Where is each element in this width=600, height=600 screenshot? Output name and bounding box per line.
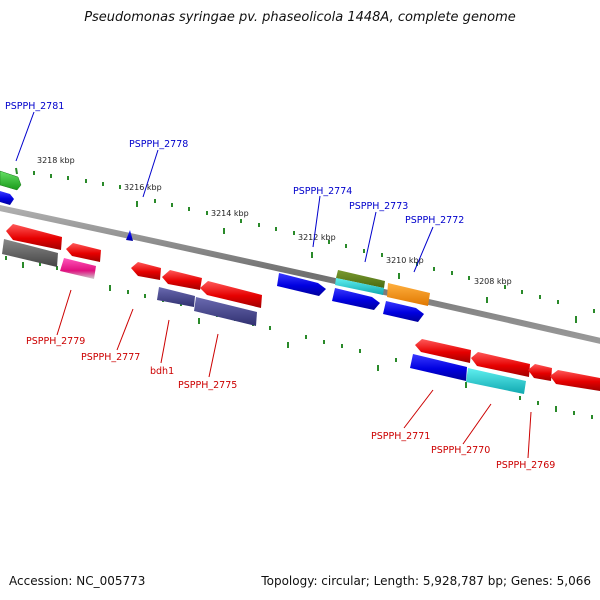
gene-feature[interactable] bbox=[383, 301, 424, 322]
gene-feature[interactable] bbox=[466, 368, 526, 394]
gene-feature[interactable] bbox=[332, 288, 380, 310]
kbp-label: 3208 kbp bbox=[474, 277, 512, 286]
kbp-label: 3210 kbp bbox=[386, 256, 424, 265]
gene-label[interactable]: PSPPH_2778 bbox=[129, 139, 188, 150]
forward-strand-genes bbox=[0, 170, 430, 322]
gene-label[interactable]: PSPPH_2779 bbox=[26, 336, 85, 347]
gene-label[interactable]: PSPPH_2777 bbox=[81, 352, 140, 363]
gene-label[interactable]: PSPPH_2770 bbox=[431, 445, 490, 456]
gene-label[interactable]: PSPPH_2775 bbox=[178, 380, 237, 391]
map-title: Pseudomonas syringae pv. phaseolicola 14… bbox=[84, 10, 516, 25]
genome-backbone bbox=[0, 204, 600, 344]
gene-feature[interactable] bbox=[2, 239, 58, 267]
accession-text: Accession: NC_005773 bbox=[9, 574, 146, 588]
gene-feature[interactable] bbox=[471, 352, 530, 377]
gene-feature[interactable] bbox=[528, 364, 552, 381]
kbp-label: 3216 kbp bbox=[124, 183, 162, 192]
gene-feature[interactable] bbox=[60, 258, 96, 279]
gene-label[interactable]: PSPPH_2769 bbox=[496, 460, 555, 471]
gene-feature[interactable] bbox=[336, 270, 385, 288]
gene-label[interactable]: PSPPH_2772 bbox=[405, 215, 464, 226]
genes-count-text: Genes: 5,066 bbox=[510, 574, 591, 588]
gene-feature[interactable] bbox=[66, 243, 101, 262]
top-callout-lines bbox=[15, 111, 434, 273]
upper-tick-ring bbox=[15, 167, 595, 323]
gene-feature[interactable] bbox=[6, 224, 62, 250]
topology-text: Topology: circular; bbox=[261, 574, 370, 588]
gene-feature[interactable] bbox=[200, 281, 262, 308]
gene-feature[interactable] bbox=[126, 230, 133, 241]
gene-label[interactable]: PSPPH_2774 bbox=[293, 186, 352, 197]
gene-feature[interactable] bbox=[335, 278, 384, 295]
kbp-label: 3218 kbp bbox=[37, 156, 75, 165]
gene-feature[interactable] bbox=[410, 354, 467, 381]
gene-feature[interactable] bbox=[387, 283, 430, 306]
gene-feature[interactable] bbox=[0, 170, 22, 191]
kbp-label: 3214 kbp bbox=[211, 209, 249, 218]
gene-feature[interactable] bbox=[415, 339, 471, 363]
gene-feature[interactable] bbox=[194, 297, 257, 326]
gene-feature[interactable] bbox=[157, 287, 195, 307]
gene-feature[interactable] bbox=[550, 370, 600, 391]
kbp-label: 3212 kbp bbox=[298, 233, 336, 242]
length-text: Length: 5,928,787 bp; bbox=[373, 574, 508, 588]
gene-feature[interactable] bbox=[131, 262, 161, 280]
gene-feature[interactable] bbox=[0, 191, 14, 205]
gene-label[interactable]: bdh1 bbox=[150, 366, 174, 377]
genome-summary: Topology: circular; Length: 5,928,787 bp… bbox=[261, 574, 591, 588]
gene-feature[interactable] bbox=[162, 270, 202, 290]
gene-label[interactable]: PSPPH_2771 bbox=[371, 431, 430, 442]
gene-label[interactable]: PSPPH_2781 bbox=[5, 101, 64, 112]
bottom-callout-lines bbox=[56, 289, 532, 459]
gene-feature[interactable] bbox=[277, 273, 326, 296]
gene-label[interactable]: PSPPH_2773 bbox=[349, 201, 408, 212]
reverse-strand-genes bbox=[2, 224, 600, 394]
